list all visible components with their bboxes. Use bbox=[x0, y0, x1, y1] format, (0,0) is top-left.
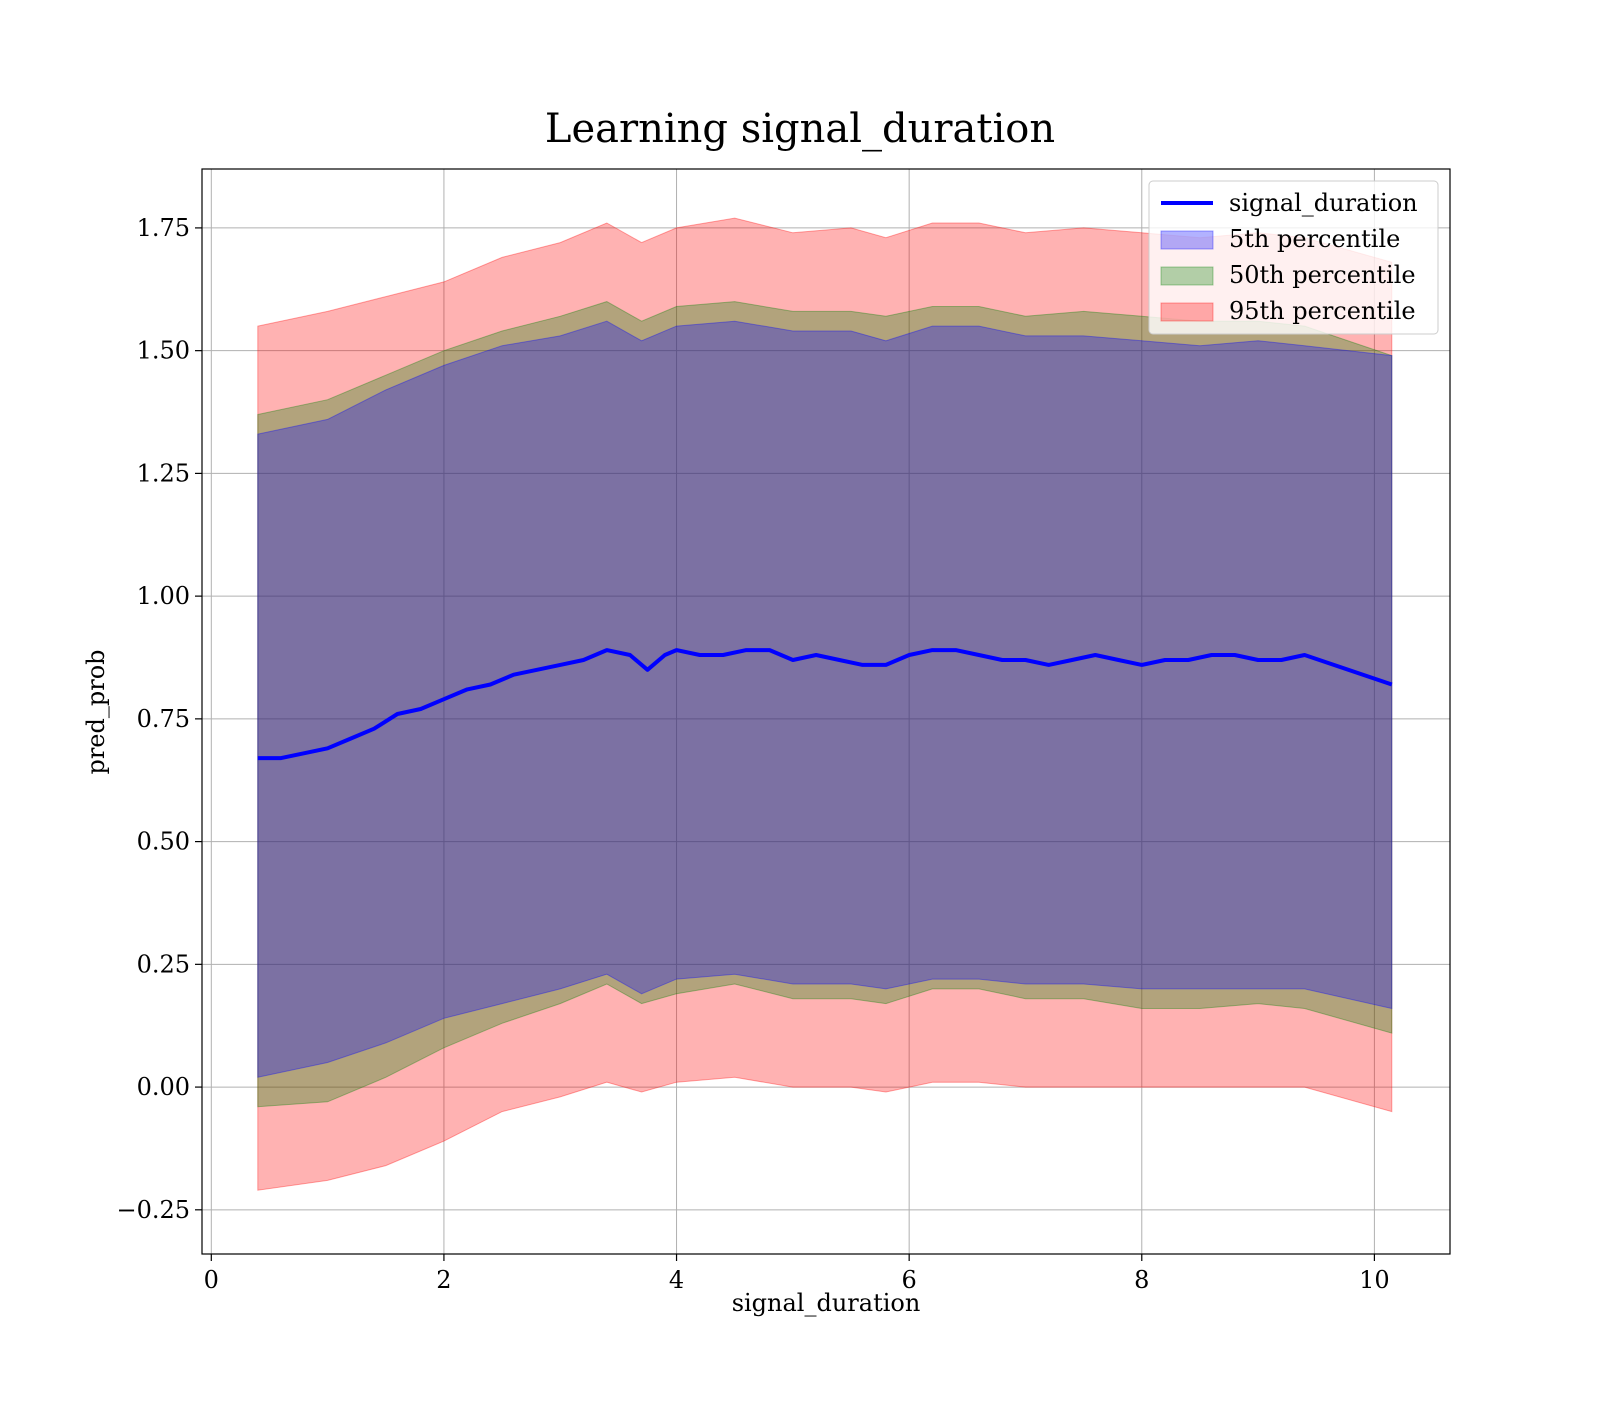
x-tick-label: 6 bbox=[902, 1266, 917, 1294]
y-tick-label: 0.00 bbox=[137, 1073, 190, 1101]
x-tick-label: 4 bbox=[669, 1266, 684, 1294]
legend-band-swatch bbox=[1160, 230, 1214, 250]
y-tick-label: 1.50 bbox=[137, 337, 190, 365]
legend: signal_duration 5th percentile 50th percen… bbox=[1148, 180, 1439, 335]
legend-label: signal_duration bbox=[1229, 189, 1418, 217]
grid-lines bbox=[202, 169, 1450, 1254]
y-tick-label: 1.25 bbox=[137, 459, 190, 487]
chart-title: Learning signal_duration bbox=[545, 106, 1055, 152]
y-tick-label: 0.50 bbox=[137, 828, 190, 856]
x-tick-label: 8 bbox=[1134, 1266, 1149, 1294]
y-tick-label: 1.00 bbox=[137, 582, 190, 610]
percentile-bands bbox=[257, 217, 1393, 1191]
band-5th-percentile bbox=[257, 320, 1393, 1078]
legend-band-swatch bbox=[1160, 302, 1214, 322]
legend-box bbox=[1148, 180, 1439, 335]
band-95th-percentile bbox=[257, 217, 1393, 1191]
series-lines bbox=[257, 648, 1393, 761]
series-line-signal-duration bbox=[257, 648, 1393, 761]
band-50th-percentile bbox=[257, 301, 1393, 1108]
x-axis-ticks: 0 2 4 6 8 10 bbox=[204, 1254, 1390, 1294]
y-tick-label: 1.75 bbox=[137, 214, 190, 242]
legend-label: 50th percentile bbox=[1229, 261, 1416, 289]
y-axis-label: pred_prob bbox=[82, 649, 110, 774]
legend-label: 95th percentile bbox=[1229, 297, 1416, 325]
x-axis-label: signal_duration bbox=[732, 1289, 921, 1317]
plot-frame bbox=[201, 168, 1451, 1255]
legend-band-swatch bbox=[1160, 266, 1214, 286]
y-tick-label: −0.25 bbox=[116, 1196, 190, 1224]
legend-label: 5th percentile bbox=[1229, 225, 1400, 253]
x-tick-label: 10 bbox=[1359, 1266, 1390, 1294]
y-axis-ticks: −0.25 0.00 0.25 0.50 0.75 1.00 1.25 1.50 1.75 bbox=[116, 214, 202, 1224]
x-tick-label: 2 bbox=[436, 1266, 451, 1294]
y-tick-label: 0.25 bbox=[137, 950, 190, 978]
x-tick-label: 0 bbox=[204, 1266, 219, 1294]
y-tick-label: 0.75 bbox=[137, 705, 190, 733]
